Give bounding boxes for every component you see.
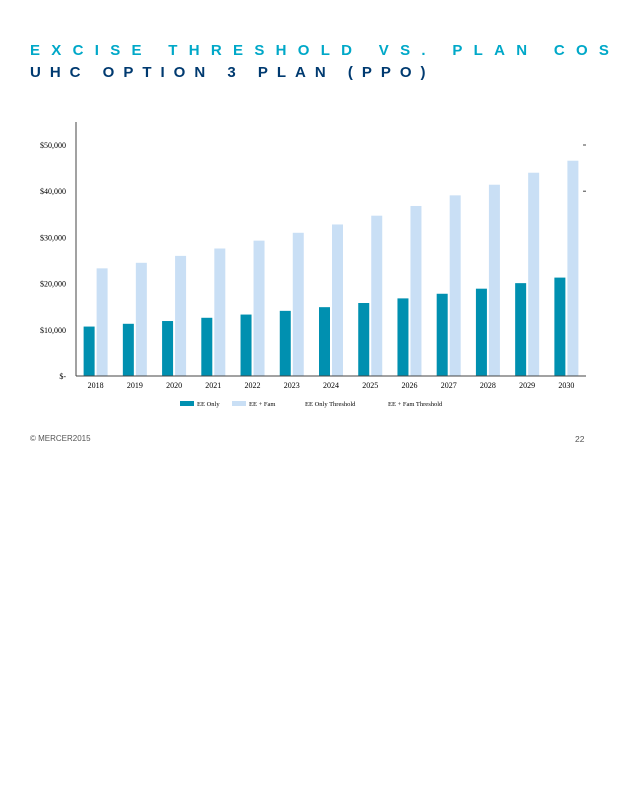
x-tick-label: 2024 — [323, 381, 339, 390]
y-tick-label: $30,000 — [40, 233, 66, 242]
bar-ee-fam — [175, 255, 187, 376]
x-tick-label: 2018 — [88, 381, 104, 390]
y-tick-label: $- — [59, 372, 66, 381]
bar-ee-fam — [528, 172, 540, 376]
bar-ee-fam — [488, 184, 500, 376]
x-tick-label: 2030 — [558, 381, 574, 390]
bar-ee-only — [279, 310, 291, 376]
y-tick-label: $20,000 — [40, 280, 66, 289]
legend-label: EE Only Threshold — [305, 401, 356, 408]
x-tick-label: 2028 — [480, 381, 496, 390]
legend-swatch — [180, 401, 194, 406]
x-tick-label: 2020 — [166, 381, 182, 390]
x-axis: 2018 2019 2020 2021 2022 2023 2024 2025 2026 2027… — [88, 381, 575, 390]
bar-ee-only — [436, 293, 448, 376]
bar-ee-fam — [96, 268, 108, 376]
bar-ee-only — [358, 303, 370, 376]
legend-swatch — [232, 401, 246, 406]
copyright: © MERCER2015 — [30, 434, 91, 443]
x-tick-label: 2025 — [362, 381, 378, 390]
bar-ee-only — [162, 321, 174, 376]
x-tick-label: 2023 — [284, 381, 300, 390]
bar-ee-only — [475, 288, 487, 376]
bar-ee-fam — [371, 215, 383, 376]
bar-ee-fam — [410, 205, 422, 376]
bar-ee-only — [122, 323, 134, 376]
y-tick-label: $40,000 — [40, 187, 66, 196]
legend: EE Only EE + Fam EE Only Threshold EE + Fam… — [180, 401, 443, 408]
legend-label: EE + Fam Threshold — [388, 401, 443, 408]
legend-label: EE Only — [197, 401, 220, 408]
bar-ee-fam — [253, 240, 265, 376]
bar-ee-only — [397, 298, 409, 376]
title-line2: UHC OPTION 3 PLAN (PPO) — [30, 64, 435, 81]
y-axis: $- $10,000 $20,000 $30,000 $40,000 $50,000 — [40, 141, 66, 381]
bar-ee-fam — [449, 195, 461, 376]
bar-ee-only — [83, 326, 95, 376]
bar-ee-only — [240, 314, 252, 376]
x-tick-label: 2027 — [441, 381, 457, 390]
x-tick-label: 2029 — [519, 381, 535, 390]
bar-ee-only — [319, 307, 330, 376]
y-tick-label: $10,000 — [40, 326, 66, 335]
title-line1: EXCISE THRESHOLD VS. PLAN COST — [30, 42, 618, 59]
bar-ee-fam — [214, 248, 226, 376]
legend-label: EE + Fam — [249, 401, 275, 408]
page-number: 22 — [575, 434, 585, 444]
bar-ee-fam — [567, 160, 579, 376]
x-tick-label: 2021 — [205, 381, 221, 390]
x-tick-label: 2026 — [401, 381, 417, 390]
bar-ee-fam — [292, 232, 304, 376]
bar-ee-only — [515, 283, 527, 376]
bar-ee-fam — [332, 224, 343, 376]
y-tick-label: $50,000 — [40, 141, 66, 150]
x-tick-label: 2019 — [127, 381, 143, 390]
excise-threshold-chart: $- $10,000 $20,000 $30,000 $40,000 $50,000 20… — [40, 122, 586, 408]
bar-ee-only — [554, 277, 566, 376]
bar-ee-only — [201, 317, 213, 376]
bar-ee-fam — [135, 262, 147, 376]
bars — [83, 160, 579, 376]
x-tick-label: 2022 — [245, 381, 261, 390]
